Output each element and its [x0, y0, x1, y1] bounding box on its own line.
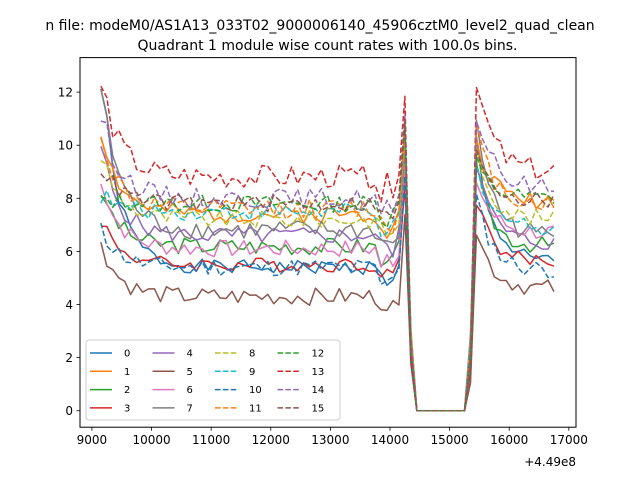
- y-tick-label: 2: [65, 351, 73, 365]
- x-tick-label: 13000: [311, 433, 349, 447]
- legend-label: 13: [312, 367, 325, 378]
- x-tick-label: 15000: [431, 433, 469, 447]
- x-tick-label: 14000: [371, 433, 409, 447]
- series-group: [100, 85, 555, 412]
- legend-label: 2: [124, 385, 130, 396]
- series-line-6: [100, 164, 555, 412]
- legend-label: 10: [249, 385, 262, 396]
- legend-label: 0: [124, 349, 130, 360]
- chart-title: Quadrant 1 module wise count rates with …: [138, 38, 518, 54]
- x-tick-label: 16000: [490, 433, 528, 447]
- legend-label: 8: [249, 349, 255, 360]
- y-tick-label: 6: [65, 245, 73, 259]
- x-tick-label: 12000: [252, 433, 290, 447]
- x-offset-text: +4.49e8: [524, 455, 576, 469]
- series-line-4: [100, 146, 555, 412]
- y-tick-label: 0: [65, 404, 73, 418]
- legend-label: 1: [124, 367, 130, 378]
- legend-label: 4: [187, 349, 193, 360]
- series-line-14: [100, 114, 554, 412]
- x-tick-label: 17000: [550, 433, 588, 447]
- legend-label: 3: [124, 403, 130, 414]
- series-line-15: [100, 118, 555, 412]
- y-tick-label: 4: [65, 298, 73, 312]
- legend-label: 12: [312, 349, 325, 360]
- series-line-9: [100, 121, 555, 412]
- series-line-8: [100, 131, 555, 412]
- x-tick-label: 9000: [77, 433, 108, 447]
- x-tick-label: 10000: [132, 433, 170, 447]
- y-tick-label: 12: [58, 86, 73, 100]
- series-line-11: [100, 122, 555, 412]
- legend-label: 5: [187, 367, 193, 378]
- legend-label: 9: [249, 367, 255, 378]
- x-tick-label: 11000: [192, 433, 230, 447]
- series-line-3: [100, 186, 555, 412]
- series-line-2: [100, 153, 555, 412]
- series-line-13: [100, 85, 555, 412]
- series-line-10: [100, 175, 555, 412]
- series-line-12: [100, 123, 555, 412]
- y-tick-label: 10: [58, 139, 73, 153]
- legend-label: 11: [249, 403, 262, 414]
- series-line-5: [100, 214, 555, 412]
- legend-label: 7: [187, 403, 193, 414]
- suptitle: n file: modeM0/AS1A13_033T02_9000006140_…: [45, 18, 594, 34]
- legend-label: 15: [312, 403, 325, 414]
- y-tick-label: 8: [65, 192, 73, 206]
- legend-label: 14: [312, 385, 325, 396]
- legend-label: 6: [187, 385, 193, 396]
- plot-frame: [79, 57, 577, 428]
- legend-box: [85, 339, 341, 421]
